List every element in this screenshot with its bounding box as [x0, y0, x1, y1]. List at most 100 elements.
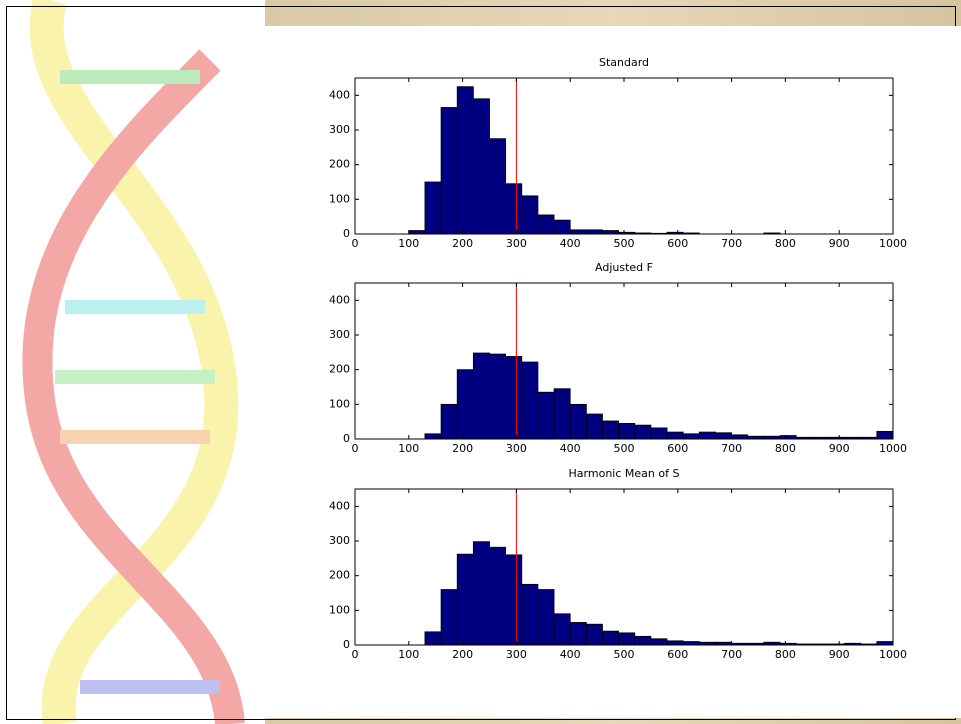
x-tick-label: 500	[614, 237, 635, 250]
histogram-bar	[618, 632, 636, 646]
histogram-bar	[569, 229, 587, 235]
histogram-bar	[440, 589, 458, 646]
histogram-bar	[424, 181, 442, 235]
x-tick-label: 800	[775, 648, 796, 661]
x-tick-label: 1000	[879, 648, 907, 661]
y-tick-label: 300	[329, 123, 350, 136]
histogram-bar	[876, 641, 894, 646]
histogram-bar	[440, 107, 458, 235]
histogram-bar	[505, 554, 523, 646]
plot-area	[265, 26, 956, 718]
x-tick-label: 800	[775, 442, 796, 455]
y-tick-label: 0	[343, 432, 350, 445]
histogram-bar	[424, 631, 442, 646]
histogram-bar	[731, 434, 749, 440]
histogram-bar	[715, 432, 733, 440]
chart-title: Standard	[599, 56, 649, 69]
histogram-bar	[472, 98, 490, 235]
x-tick-label: 900	[829, 648, 850, 661]
y-tick-label: 200	[329, 569, 350, 582]
histogram-bar	[424, 433, 442, 440]
x-tick-label: 800	[775, 237, 796, 250]
x-tick-label: 900	[829, 442, 850, 455]
y-tick-label: 200	[329, 158, 350, 171]
y-tick-label: 300	[329, 534, 350, 547]
x-tick-label: 400	[560, 648, 581, 661]
histogram-bar	[634, 635, 652, 646]
y-tick-label: 400	[329, 293, 350, 306]
histogram-bar	[537, 214, 555, 235]
x-tick-label: 300	[506, 648, 527, 661]
histogram-bar	[553, 388, 571, 440]
y-tick-label: 100	[329, 397, 350, 410]
histogram-bar	[666, 640, 684, 646]
x-tick-label: 400	[560, 237, 581, 250]
x-tick-label: 300	[506, 442, 527, 455]
x-tick-label: 300	[506, 237, 527, 250]
chart-title: Adjusted F	[595, 261, 653, 274]
x-tick-label: 700	[721, 237, 742, 250]
histogram-bar	[682, 641, 700, 646]
histogram-bar	[456, 553, 474, 646]
x-tick-label: 400	[560, 442, 581, 455]
chart-title: Harmonic Mean of S	[569, 467, 680, 480]
y-tick-label: 200	[329, 363, 350, 376]
x-tick-label: 1000	[879, 442, 907, 455]
histogram-bar	[408, 230, 426, 235]
y-tick-label: 300	[329, 328, 350, 341]
histogram-bar	[585, 229, 603, 235]
top-band	[265, 0, 961, 26]
x-tick-label: 200	[452, 442, 473, 455]
histogram-bar	[489, 353, 507, 440]
histogram-bar	[876, 430, 894, 440]
x-tick-label: 500	[614, 648, 635, 661]
x-tick-label: 100	[398, 442, 419, 455]
x-tick-label: 200	[452, 237, 473, 250]
y-tick-label: 400	[329, 88, 350, 101]
x-tick-label: 700	[721, 442, 742, 455]
x-tick-label: 700	[721, 648, 742, 661]
x-tick-label: 1000	[879, 237, 907, 250]
x-tick-label: 600	[667, 442, 688, 455]
histogram-bar	[472, 352, 490, 440]
histogram-bar	[602, 630, 620, 646]
x-tick-label: 500	[614, 442, 635, 455]
y-tick-label: 100	[329, 192, 350, 205]
histogram-bar	[779, 435, 797, 440]
x-tick-label: 600	[667, 648, 688, 661]
histogram-bar	[456, 369, 474, 440]
y-tick-label: 100	[329, 603, 350, 616]
histogram-bar	[553, 219, 571, 235]
x-tick-label: 100	[398, 648, 419, 661]
histogram-bar	[505, 356, 523, 440]
y-tick-label: 400	[329, 499, 350, 512]
histogram-bar	[521, 361, 539, 440]
histogram-bar	[585, 623, 603, 646]
histogram-bar	[634, 424, 652, 440]
bottom-band	[265, 718, 961, 724]
histogram-bar	[489, 138, 507, 235]
histogram-bar	[650, 427, 668, 440]
histogram-bar	[537, 589, 555, 646]
histogram-bar	[553, 613, 571, 646]
x-tick-label: 100	[398, 237, 419, 250]
y-tick-label: 0	[343, 638, 350, 651]
x-tick-label: 900	[829, 237, 850, 250]
histogram-bar	[569, 622, 587, 646]
histogram-bar	[537, 391, 555, 440]
histogram-bar	[489, 546, 507, 646]
histogram-bar	[440, 403, 458, 440]
histogram-bar	[698, 431, 716, 440]
histogram-bar	[602, 230, 620, 235]
histogram-bar	[650, 638, 668, 646]
histogram-bar	[569, 403, 587, 440]
dna-decoration	[22, 0, 245, 724]
histogram-bar	[585, 413, 603, 440]
histogram-bar	[505, 183, 523, 235]
x-tick-label: 0	[352, 237, 359, 250]
histogram-bar	[521, 583, 539, 646]
y-tick-label: 0	[343, 227, 350, 240]
x-tick-label: 200	[452, 648, 473, 661]
histogram-bar	[456, 86, 474, 235]
